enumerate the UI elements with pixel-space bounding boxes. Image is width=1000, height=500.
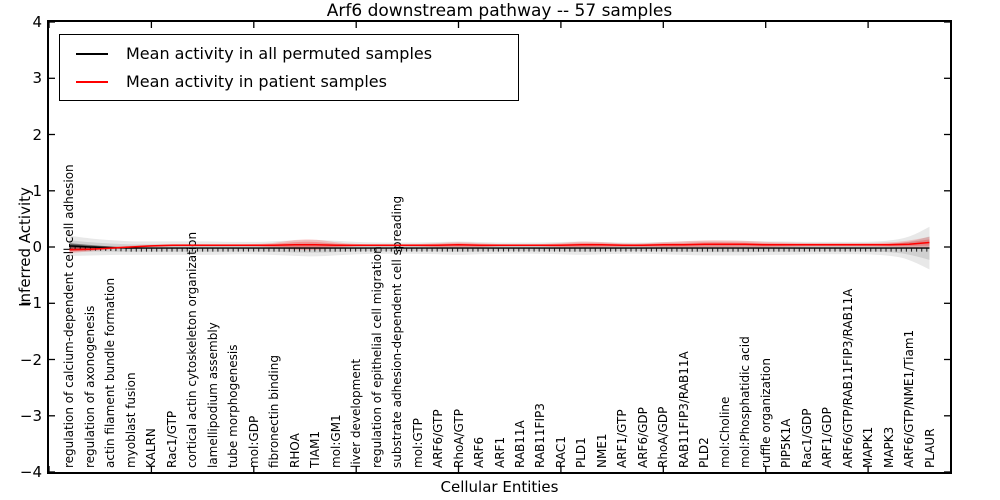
y-tick-label: −4 (19, 463, 42, 481)
y-tick-label: 0 (32, 238, 42, 256)
chart-title: Arf6 downstream pathway -- 57 samples (326, 1, 673, 21)
y-tick-label: −3 (19, 406, 42, 425)
y-tick-label: 1 (32, 181, 42, 200)
y-tick-label: 2 (32, 125, 42, 144)
legend-entry-patient: Mean activity in patient samples (60, 70, 518, 94)
legend-line-sample-black (76, 53, 108, 55)
y-tick-label: 3 (32, 69, 42, 88)
x-axis-label: Cellular Entities (440, 478, 559, 496)
legend-line-sample-red (76, 81, 108, 83)
legend-entry-label: Mean activity in patient samples (126, 72, 387, 91)
legend-entry-permuted: Mean activity in all permuted samples (60, 42, 518, 66)
y-tick-label: −2 (19, 350, 42, 369)
y-tick-label: −1 (19, 294, 42, 313)
legend: Mean activity in all permuted samples Me… (59, 34, 519, 101)
chart-canvas (49, 22, 950, 472)
y-tick-label: 4 (32, 13, 42, 31)
legend-entry-label: Mean activity in all permuted samples (126, 44, 433, 63)
